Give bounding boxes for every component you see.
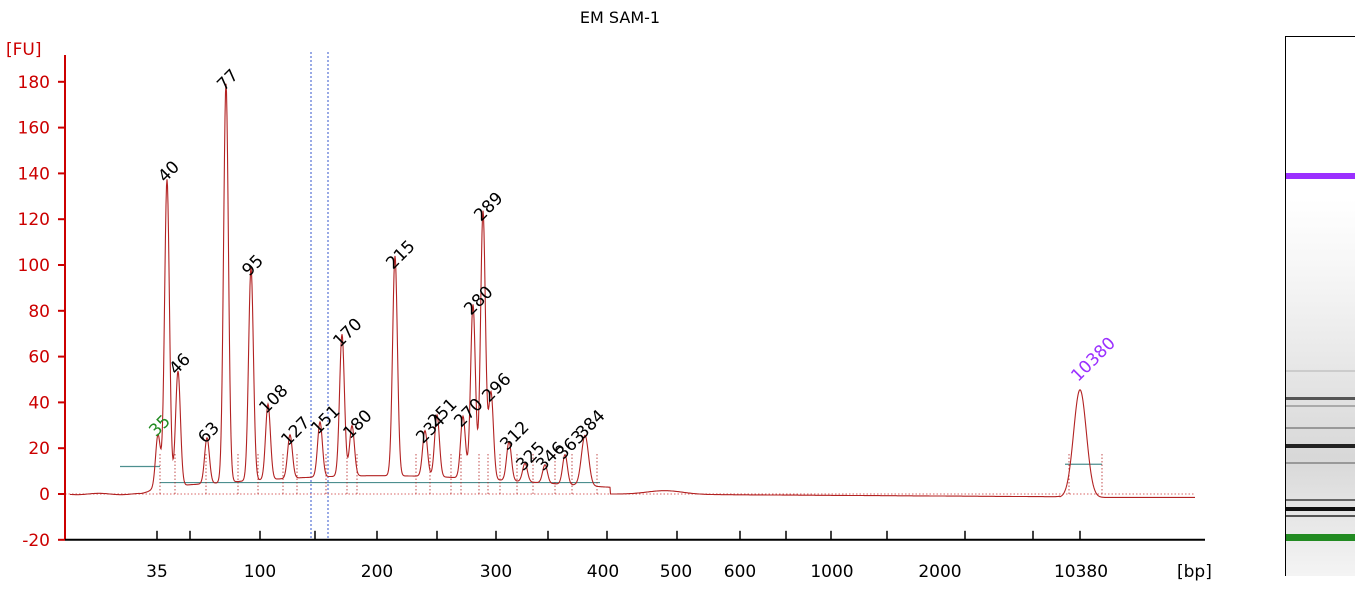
x-axis-unit-label: [bp] [1177, 562, 1212, 582]
y-tick-label: 80 [28, 302, 50, 322]
peak-label: 170 [329, 314, 366, 351]
y-tick-label: 160 [18, 119, 50, 139]
y-tick-label: 100 [18, 256, 50, 276]
gel-band [1286, 499, 1355, 501]
x-tick-label: 1000 [810, 562, 853, 582]
y-tick-label: 180 [18, 73, 50, 93]
x-tick-label: 10380 [1054, 562, 1108, 582]
peak-label: 40 [154, 157, 183, 186]
peak-label: 289 [470, 189, 507, 226]
y-tick-label: 40 [28, 393, 50, 413]
gel-band [1286, 173, 1355, 179]
x-tick-label: 500 [660, 562, 692, 582]
y-axis-unit-label: [FU] [6, 40, 42, 60]
y-tick-label: 20 [28, 439, 50, 459]
gel-band [1286, 534, 1355, 541]
gel-band [1286, 507, 1355, 511]
y-tick-label: 60 [28, 348, 50, 368]
gel-band [1286, 405, 1355, 407]
x-tick-label: 600 [724, 562, 756, 582]
y-tick-label: 120 [18, 210, 50, 230]
x-tick-label: 300 [480, 562, 512, 582]
peak-label: 35 [145, 411, 174, 440]
x-tick-label: 200 [361, 562, 393, 582]
peak-label: 63 [194, 418, 223, 447]
peak-label: 10380 [1067, 334, 1119, 386]
y-tick-label: -20 [22, 531, 50, 551]
y-tick-label: 140 [18, 164, 50, 184]
peak-label: 280 [460, 282, 497, 319]
gel-band [1286, 427, 1355, 429]
gel-band [1286, 444, 1355, 448]
y-tick-label: 0 [39, 485, 50, 505]
peak-label: 108 [255, 381, 292, 418]
gel-lane-image [1285, 36, 1355, 576]
gel-band [1286, 515, 1355, 517]
peak-label: 270 [450, 395, 487, 432]
electropherogram-trace [70, 83, 1195, 498]
x-tick-label: 100 [244, 562, 276, 582]
chart-title: EM SAM-1 [580, 8, 660, 27]
peak-label: 215 [382, 237, 419, 274]
x-tick-label: 2000 [918, 562, 961, 582]
gel-band [1286, 397, 1355, 400]
peak-label: 296 [478, 369, 515, 406]
gel-band [1286, 462, 1355, 464]
gel-band [1286, 370, 1355, 372]
x-tick-label: 400 [587, 562, 619, 582]
peak-label: 95 [238, 251, 267, 280]
peak-label: 77 [213, 66, 242, 95]
x-tick-label: 35 [146, 562, 168, 582]
peak-label: 127 [277, 413, 314, 450]
